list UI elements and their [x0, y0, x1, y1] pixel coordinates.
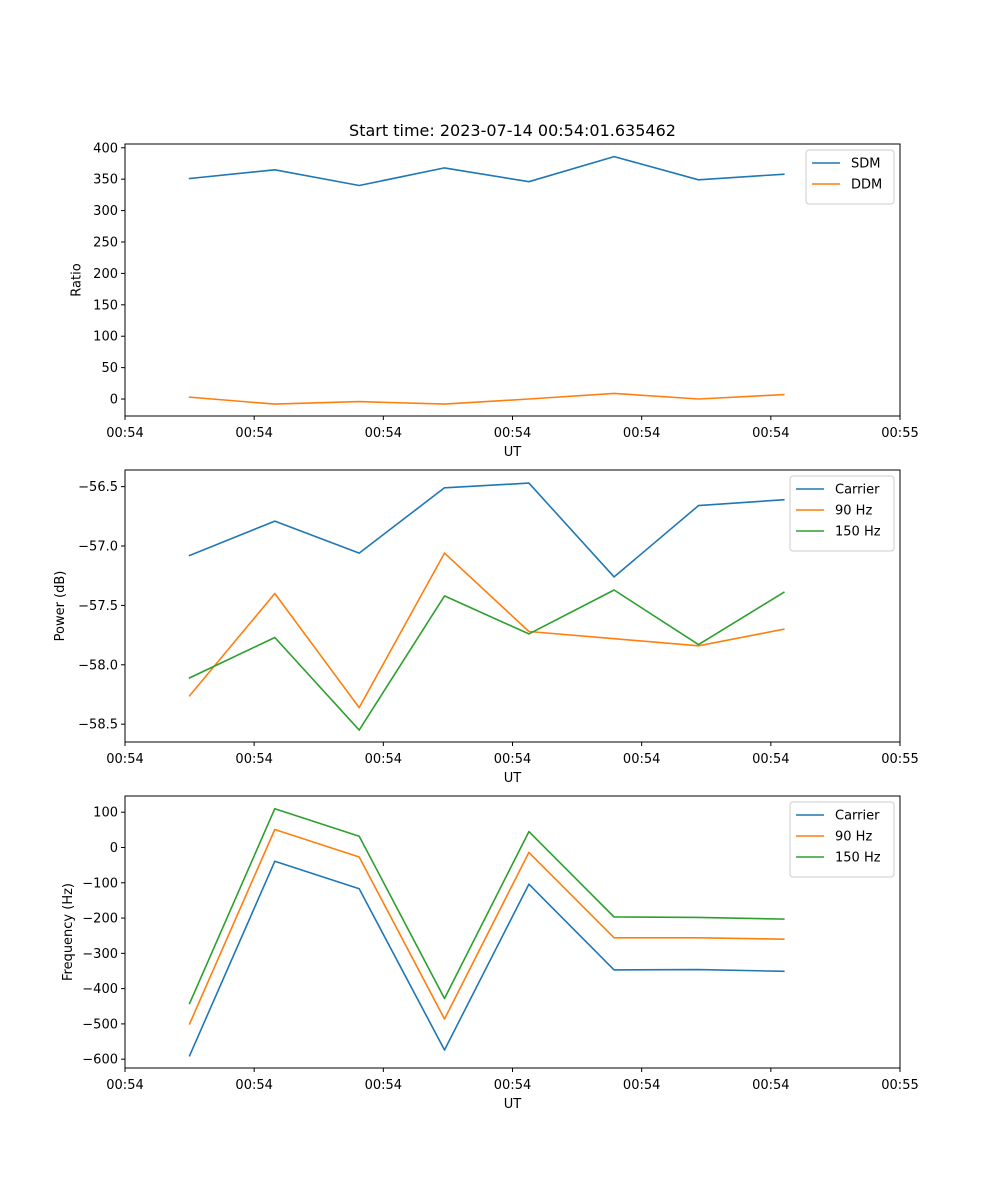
series-line-150-hz: [188, 589, 785, 731]
figure-title: Start time: 2023-07-14 00:54:01.635462: [349, 121, 676, 140]
x-tick-label: 00:54: [365, 752, 402, 767]
y-tick-label: −58.0: [78, 658, 118, 673]
legend: SDM DDM: [805, 149, 895, 205]
legend-entry: 150 Hz: [835, 525, 881, 540]
x-tick-label: 00:54: [752, 752, 789, 767]
x-tick-label: 00:54: [365, 1078, 402, 1093]
legend-entry: 90 Hz: [835, 830, 872, 845]
x-tick-label: 00:54: [235, 1078, 272, 1093]
y-tick-label: 250: [93, 235, 118, 250]
legend-entry: 150 Hz: [835, 851, 881, 866]
series-line-sdm: [188, 155, 785, 187]
x-tick-label: 00:54: [494, 426, 531, 441]
y-tick-label: −57.5: [78, 599, 118, 614]
y-axis-label: Frequency (Hz): [61, 883, 76, 981]
series-line-ddm: [188, 392, 785, 405]
y-tick-label: −57.0: [78, 540, 118, 555]
y-tick-label: −400: [82, 982, 118, 997]
y-tick-label: −58.5: [78, 718, 118, 733]
x-tick-label: 00:54: [235, 426, 272, 441]
x-tick-label: 00:54: [494, 752, 531, 767]
x-tick-label: 00:55: [881, 1078, 918, 1093]
y-tick-label: 300: [93, 204, 118, 219]
legend-entry: DDM: [851, 178, 882, 193]
y-axis-label: Ratio: [69, 263, 84, 296]
y-tick-label: −500: [82, 1017, 118, 1032]
y-tick-label: −600: [82, 1053, 118, 1068]
x-tick-label: 00:54: [623, 426, 660, 441]
y-tick-label: 0: [110, 393, 118, 408]
x-tick-label: 00:54: [106, 1078, 143, 1093]
y-tick-label: −300: [82, 947, 118, 962]
x-tick-label: 00:54: [106, 752, 143, 767]
legend-entry: Carrier: [835, 483, 880, 498]
y-tick-label: 200: [93, 267, 118, 282]
plot-frame: [124, 795, 901, 1069]
series-line-carrier: [188, 482, 785, 578]
x-tick-label: 00:54: [623, 752, 660, 767]
series-line-90-hz: [188, 828, 785, 1025]
subplot-2: −58.5 −58.0 −57.5 −57.0 −56.5 00:54 00:54 00:54…: [53, 469, 919, 786]
plot-frame: [124, 143, 901, 417]
legend: Carrier 90 Hz 150 Hz: [789, 801, 895, 878]
legend-box: [789, 801, 895, 878]
x-axis-label: UT: [504, 771, 522, 786]
series-line-90-hz: [188, 552, 785, 709]
legend: Carrier 90 Hz 150 Hz: [789, 475, 895, 552]
legend-entry: SDM: [851, 157, 880, 172]
y-tick-label: 100: [93, 806, 118, 821]
y-tick-label: 400: [93, 141, 118, 156]
subplot-panels: 0 50 100 150 200 250 300 350 400 00:54 00:54 00:54 0…: [53, 141, 919, 1112]
subplot-1: 0 50 100 150 200 250 300 350 400 00:54 00:54 00:54 0…: [69, 141, 918, 460]
y-tick-label: −100: [82, 876, 118, 891]
y-axis-label: Power (dB): [53, 571, 68, 642]
x-tick-label: 00:54: [235, 752, 272, 767]
y-tick-label: −56.5: [78, 480, 118, 495]
x-tick-label: 00:54: [752, 426, 789, 441]
x-tick-label: 00:54: [365, 426, 402, 441]
y-tick-label: 350: [93, 173, 118, 188]
x-axis-label: UT: [504, 445, 522, 460]
x-axis-label: UT: [504, 1097, 522, 1112]
x-tick-label: 00:55: [881, 752, 918, 767]
y-tick-label: 100: [93, 330, 118, 345]
legend-entry: Carrier: [835, 809, 880, 824]
subplot-3: −600 −500 −400 −300 −200 −100 0 100 00:54 00:54 00…: [61, 795, 919, 1112]
x-tick-label: 00:54: [623, 1078, 660, 1093]
legend-entry: 90 Hz: [835, 504, 872, 519]
series-line-carrier: [188, 860, 785, 1057]
x-tick-label: 00:54: [494, 1078, 531, 1093]
y-tick-label: −200: [82, 912, 118, 927]
legend-box: [789, 475, 895, 552]
x-tick-label: 00:54: [106, 426, 143, 441]
x-tick-label: 00:54: [752, 1078, 789, 1093]
x-tick-label: 00:55: [881, 426, 918, 441]
plot-frame: [124, 469, 901, 743]
y-tick-label: 150: [93, 298, 118, 313]
y-tick-label: 0: [110, 841, 118, 856]
series-line-150-hz: [188, 807, 785, 1005]
y-tick-label: 50: [101, 361, 118, 376]
